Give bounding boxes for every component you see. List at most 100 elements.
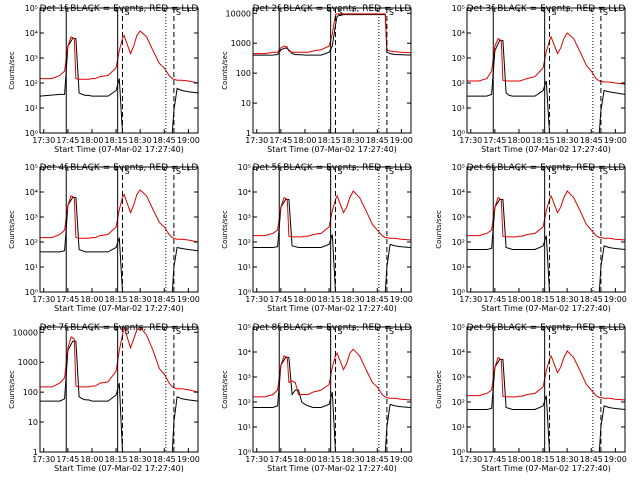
- x-tick-label: 17:30: [459, 136, 482, 145]
- x-axis-label: Start Time (07-Mar-02 17:27:40): [267, 464, 397, 473]
- y-axis-label: Counts/sec: [221, 51, 229, 90]
- panel-title: Det 2f BLACK = Events, RED = LLD: [253, 4, 412, 14]
- y-axis-label: Counts/sec: [8, 370, 16, 409]
- x-tick-label: 18:30: [556, 455, 579, 464]
- y-tick-label: 10¹: [452, 423, 465, 432]
- s-marker: S: [389, 327, 394, 336]
- x-tick-label: 18:45: [580, 295, 603, 304]
- x-axis-label: Start Time (07-Mar-02 17:27:40): [54, 304, 184, 313]
- x-tick-label: 17:30: [245, 455, 268, 464]
- y-tick-label: 10⁴: [238, 348, 251, 357]
- s-marker: S: [389, 167, 394, 176]
- x-tick-label: 18:15: [105, 295, 128, 304]
- y-tick-label: 10⁰: [452, 129, 465, 138]
- y-tick-label: 10³: [25, 213, 38, 222]
- y-axis-label: Counts/sec: [221, 370, 229, 409]
- series-events-line: [40, 38, 198, 133]
- x-tick-label: 17:30: [459, 295, 482, 304]
- x-axis-label: Start Time (07-Mar-02 17:27:40): [54, 145, 184, 154]
- s-marker: S: [551, 327, 556, 336]
- x-tick-label: 17:45: [483, 455, 506, 464]
- panel-title: Det 9f BLACK = Events, RED = LLD: [467, 323, 626, 333]
- x-tick-label: 17:45: [56, 136, 79, 145]
- x-tick-label: 19:00: [390, 455, 413, 464]
- s-marker: S: [551, 8, 556, 17]
- y-tick-label: 100: [236, 69, 251, 78]
- x-tick-label: 18:45: [580, 455, 603, 464]
- s-marker: S: [603, 327, 608, 336]
- y-tick-label: 10⁴: [238, 188, 251, 197]
- panel-title: Det 5f BLACK = Events, RED = LLD: [253, 163, 412, 173]
- series-events-line: [40, 197, 198, 292]
- x-tick-label: 18:15: [105, 455, 128, 464]
- y-tick-label: 10³: [452, 54, 465, 63]
- x-tick-label: 18:30: [342, 136, 365, 145]
- y-tick-label: 10⁵: [25, 4, 38, 13]
- y-tick-label: 10: [28, 418, 38, 427]
- x-axis-label: Start Time (07-Mar-02 17:27:40): [481, 304, 611, 313]
- series-lld-line: [467, 190, 625, 241]
- x-tick-label: 17:45: [56, 455, 79, 464]
- y-tick-label: 1: [246, 129, 251, 138]
- series-events-line: [467, 40, 625, 133]
- x-tick-label: 17:45: [269, 136, 292, 145]
- x-axis-label: Start Time (07-Mar-02 17:27:40): [267, 145, 397, 154]
- x-tick-label: 17:45: [269, 455, 292, 464]
- x-tick-label: 17:30: [32, 136, 55, 145]
- y-tick-label: 10²: [238, 238, 251, 247]
- plot-frame: [466, 166, 626, 293]
- y-tick-label: 100: [23, 388, 38, 397]
- y-tick-label: 1000: [18, 358, 38, 367]
- y-tick-label: 10²: [452, 238, 465, 247]
- y-tick-label: 10⁵: [25, 163, 38, 172]
- plot-frame: [252, 326, 412, 453]
- y-tick-label: 10⁴: [25, 188, 38, 197]
- y-tick-label: 10⁰: [452, 448, 465, 457]
- series-lld-line: [253, 348, 411, 401]
- x-tick-label: 17:45: [483, 295, 506, 304]
- y-tick-label: 10¹: [238, 423, 251, 432]
- plot-frame: [39, 326, 199, 453]
- x-tick-label: 18:45: [366, 455, 389, 464]
- y-tick-label: 10000: [13, 328, 38, 337]
- y-tick-label: 10³: [238, 373, 251, 382]
- x-tick-label: 18:00: [293, 455, 316, 464]
- panel-title: Det 8f BLACK = Events, RED = LLD: [253, 323, 412, 333]
- x-axis-label: Start Time (07-Mar-02 17:27:40): [267, 304, 397, 313]
- y-tick-label: 10¹: [25, 263, 38, 272]
- x-tick-label: 18:45: [366, 295, 389, 304]
- s-marker: S: [176, 327, 181, 336]
- s-marker: S: [337, 327, 342, 336]
- panel-title: Det 1f BLACK = Events, RED = LLD: [40, 4, 199, 14]
- y-tick-label: 10⁰: [238, 288, 251, 297]
- y-axis-label: Counts/sec: [8, 51, 16, 90]
- x-tick-label: 18:30: [129, 455, 152, 464]
- x-tick-label: 18:15: [532, 455, 555, 464]
- s-marker: S: [176, 167, 181, 176]
- y-tick-label: 10⁰: [452, 288, 465, 297]
- plot-frame: [252, 7, 412, 134]
- panel-title: Det 3f BLACK = Events, RED = LLD: [467, 4, 626, 14]
- x-tick-label: 18:30: [556, 136, 579, 145]
- x-tick-label: 18:15: [318, 455, 341, 464]
- x-tick-label: 18:45: [580, 136, 603, 145]
- s-marker: S: [603, 167, 608, 176]
- s-marker: S: [551, 167, 556, 176]
- x-tick-label: 17:30: [245, 136, 268, 145]
- panel-title: Det 6f BLACK = Events, RED = LLD: [467, 163, 626, 173]
- x-tick-label: 17:45: [56, 295, 79, 304]
- x-tick-label: 18:15: [318, 295, 341, 304]
- s-marker: S: [124, 327, 129, 336]
- x-tick-label: 19:00: [390, 295, 413, 304]
- s-marker: S: [124, 167, 129, 176]
- series-lld-line: [40, 30, 198, 84]
- series-lld-line: [467, 32, 625, 85]
- y-tick-label: 10²: [238, 398, 251, 407]
- y-tick-label: 10³: [452, 213, 465, 222]
- series-events-line: [467, 359, 625, 452]
